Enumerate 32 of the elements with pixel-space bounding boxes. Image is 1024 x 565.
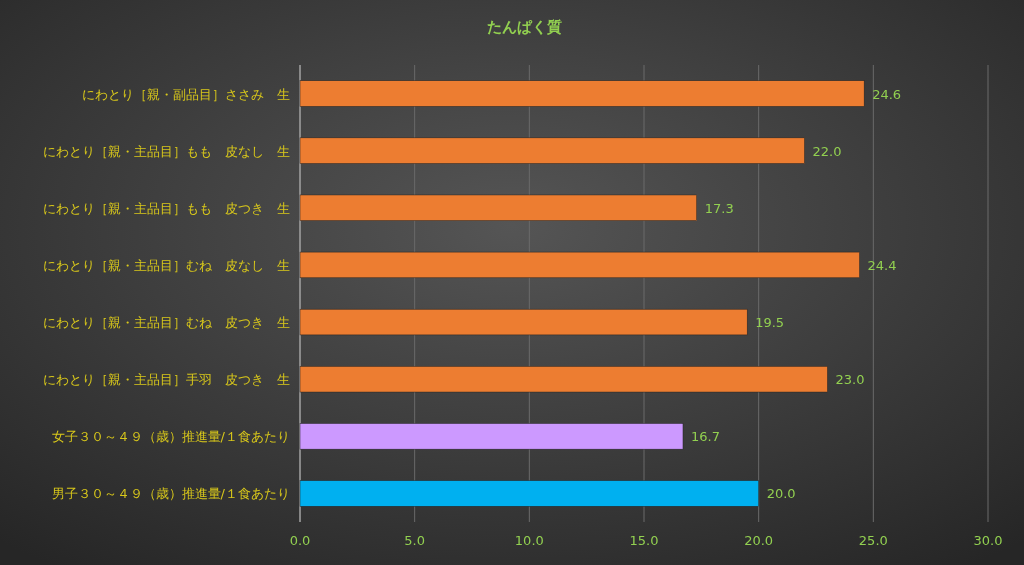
data-label: 24.6 bbox=[872, 86, 902, 102]
x-tick-label: 0.0 bbox=[289, 533, 311, 548]
x-tick-label: 10.0 bbox=[514, 533, 544, 548]
bar bbox=[299, 80, 865, 107]
data-label: 20.0 bbox=[766, 486, 796, 502]
bar bbox=[299, 423, 684, 450]
data-label: 16.7 bbox=[690, 429, 720, 445]
y-tick-label: にわとり［親・主品目］もも 皮つき 生 bbox=[43, 200, 290, 216]
bar bbox=[299, 137, 805, 164]
y-tick-label: 女子３０～４９（歳）推進量/１食あたり bbox=[51, 429, 290, 445]
x-tick-label: 25.0 bbox=[858, 533, 888, 548]
x-tick-label: 15.0 bbox=[629, 533, 659, 548]
data-label: 24.4 bbox=[867, 257, 897, 273]
chart-title: たんぱく質 bbox=[486, 18, 562, 36]
y-tick-label: 男子３０～４９（歳）推進量/１食あたり bbox=[51, 486, 290, 502]
bar bbox=[299, 366, 828, 393]
data-label: 17.3 bbox=[704, 200, 734, 216]
data-label: 22.0 bbox=[812, 143, 842, 159]
bar bbox=[299, 251, 860, 279]
data-label: 19.5 bbox=[755, 315, 785, 331]
x-tick-label: 5.0 bbox=[404, 533, 426, 548]
y-tick-label: にわとり［親・主品目］むね 皮つき 生 bbox=[43, 315, 290, 331]
x-tick-label: 30.0 bbox=[973, 533, 1003, 548]
y-tick-label: にわとり［親・主品目］手羽 皮つき 生 bbox=[43, 372, 290, 388]
y-tick-label: にわとり［親・副品目］ささみ 生 bbox=[82, 86, 290, 102]
y-tick-label: にわとり［親・主品目］むね 皮なし 生 bbox=[43, 257, 290, 273]
x-tick-label: 20.0 bbox=[744, 533, 774, 548]
bar bbox=[299, 480, 759, 507]
bar bbox=[299, 194, 697, 221]
data-label: 23.0 bbox=[835, 372, 865, 388]
bar bbox=[299, 308, 748, 336]
y-tick-label: にわとり［親・主品目］もも 皮なし 生 bbox=[43, 143, 290, 159]
